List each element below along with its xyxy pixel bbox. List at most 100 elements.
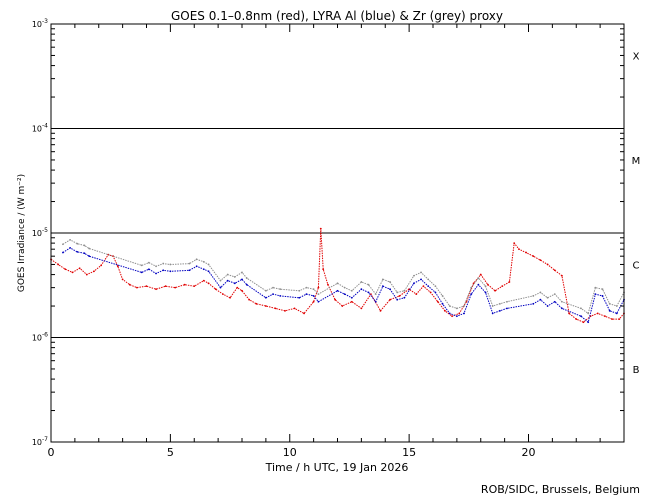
data-point [222,293,224,296]
y-axis-label: GOES Irradiance / (W m⁻²) [17,174,27,292]
data-point [116,265,119,268]
data-point [195,258,198,261]
data-point [140,264,143,267]
data-point [229,296,231,299]
data-point [508,281,511,283]
data-point [594,293,597,296]
data-point [241,271,243,274]
data-point [236,286,239,289]
data-point [350,300,353,303]
data-point [444,309,446,312]
data-point [580,315,582,318]
data-point [62,243,64,246]
data-point [85,273,88,276]
data-point [539,298,542,301]
data-point [484,291,487,294]
data-point [487,283,489,286]
data-point [374,293,377,296]
data-point [396,298,399,301]
data-point [298,289,301,292]
data-point [241,289,243,292]
data-point [546,263,549,266]
y-tick-label: 10-3 [32,18,48,29]
data-point [561,307,563,310]
data-point [491,312,494,315]
y-tick-label: 10-5 [32,227,48,238]
data-point [274,307,277,310]
data-point [546,305,549,307]
data-series [50,227,625,324]
x-tick-label: 0 [48,446,55,459]
data-point [207,270,210,273]
data-point [298,296,301,299]
x-tick-label: 10 [283,446,297,459]
data-point [62,251,64,254]
data-point [226,273,229,276]
data-point [458,312,461,315]
data-point [494,289,496,292]
data-point [455,307,458,310]
data-point [303,312,305,315]
data-point [463,312,465,315]
data-point [350,296,353,299]
data-point [193,285,196,288]
data-point [498,302,501,305]
data-point [136,286,138,289]
data-point [336,282,339,285]
data-point [284,309,286,312]
flare-class-label: X [633,51,640,62]
data-point [568,312,570,315]
data-point [594,286,597,289]
data-point [140,271,143,274]
data-point [434,291,437,294]
data-point [429,291,432,294]
data-point [350,289,353,292]
data-point [319,227,322,230]
data-point [248,298,251,301]
data-point [93,270,95,273]
data-point [76,250,79,253]
data-point [76,242,79,245]
data-point [202,279,205,282]
data-point [608,302,611,305]
data-point [441,302,444,305]
y-tick-label: 10-7 [32,436,48,447]
data-point [245,283,248,286]
data-point [367,291,370,294]
data-point [608,309,611,312]
data-point [145,285,148,288]
data-point [498,309,501,312]
data-point [381,285,384,288]
data-point [575,318,578,320]
data-point [155,288,157,291]
data-point [202,268,205,271]
data-point [477,277,480,280]
data-point [233,282,236,285]
data-point [169,263,172,266]
data-point [327,283,329,286]
data-point [341,305,344,307]
data-point [162,262,165,265]
data-point [427,285,430,288]
data-point [436,300,439,303]
data-point [245,277,248,280]
data-point [121,278,124,281]
data-point [226,279,229,282]
data-point [618,318,621,320]
data-point [174,286,177,289]
data-point [455,315,458,318]
data-point [57,263,60,266]
data-point [83,252,86,255]
data-point [604,315,606,318]
data-point [279,288,282,291]
data-point [202,260,205,263]
data-point [413,282,415,285]
data-point [219,279,222,282]
data-point [546,296,549,299]
data-point [441,295,444,297]
data-point [403,296,406,299]
data-point [164,285,167,288]
data-point [71,271,74,274]
data-point [611,318,613,320]
